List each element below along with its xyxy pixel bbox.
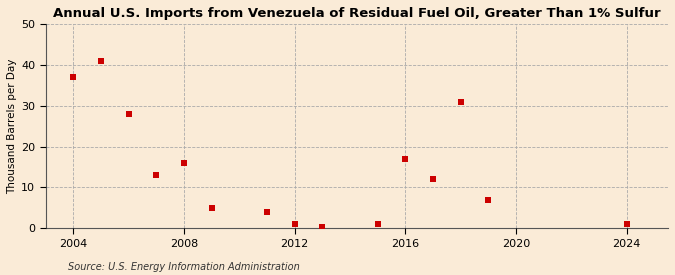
- Point: [317, 225, 327, 229]
- Point: [68, 75, 79, 79]
- Point: [621, 222, 632, 227]
- Point: [124, 112, 134, 116]
- Point: [96, 59, 107, 63]
- Point: [207, 206, 217, 210]
- Y-axis label: Thousand Barrels per Day: Thousand Barrels per Day: [7, 59, 17, 194]
- Point: [151, 173, 162, 177]
- Point: [483, 197, 493, 202]
- Point: [400, 157, 410, 161]
- Point: [261, 210, 272, 214]
- Point: [289, 222, 300, 227]
- Title: Annual U.S. Imports from Venezuela of Residual Fuel Oil, Greater Than 1% Sulfur: Annual U.S. Imports from Venezuela of Re…: [53, 7, 661, 20]
- Point: [455, 99, 466, 104]
- Point: [427, 177, 438, 182]
- Text: Source: U.S. Energy Information Administration: Source: U.S. Energy Information Administ…: [68, 262, 299, 272]
- Point: [179, 161, 190, 165]
- Point: [372, 222, 383, 227]
